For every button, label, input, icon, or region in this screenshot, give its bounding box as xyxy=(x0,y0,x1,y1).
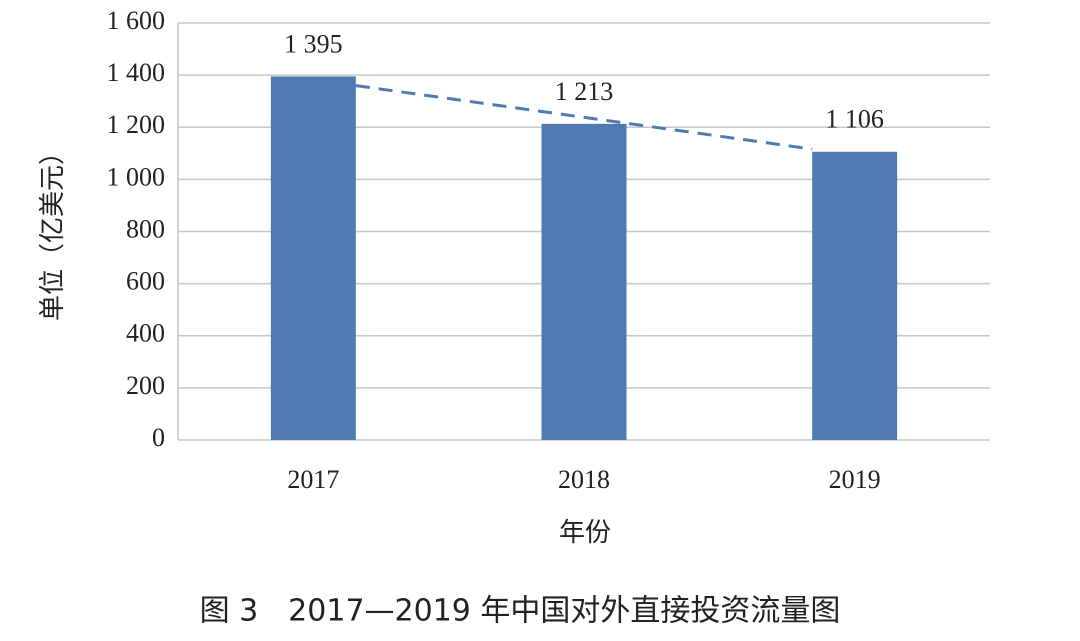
y-tick-label: 1 400 xyxy=(107,58,166,87)
y-tick-label: 400 xyxy=(126,319,165,348)
bar xyxy=(270,76,356,440)
trend-line xyxy=(355,84,813,151)
y-tick-label: 600 xyxy=(126,267,165,296)
y-axis-label: 单位（亿美元） xyxy=(38,139,67,321)
y-tick-label: 1 000 xyxy=(107,162,166,191)
value-label: 1 213 xyxy=(555,77,614,106)
y-tick-label: 200 xyxy=(126,371,165,400)
bar xyxy=(812,151,898,440)
y-tick-label: 1 600 xyxy=(107,6,166,35)
caption: 图 3 2017—2019 年中国对外直接投资流量图 xyxy=(200,594,841,629)
y-tick-label: 800 xyxy=(126,214,165,243)
y-tick-label: 0 xyxy=(152,423,165,452)
x-tick-label: 2017 xyxy=(287,465,339,494)
value-label: 1 395 xyxy=(284,29,343,58)
value-label: 1 106 xyxy=(825,105,884,134)
x-tick-label: 2018 xyxy=(558,465,610,494)
bar xyxy=(541,123,627,440)
y-tick-label: 1 200 xyxy=(107,110,166,139)
x-axis-label: 年份 xyxy=(559,518,611,547)
x-tick-label: 2019 xyxy=(829,465,881,494)
